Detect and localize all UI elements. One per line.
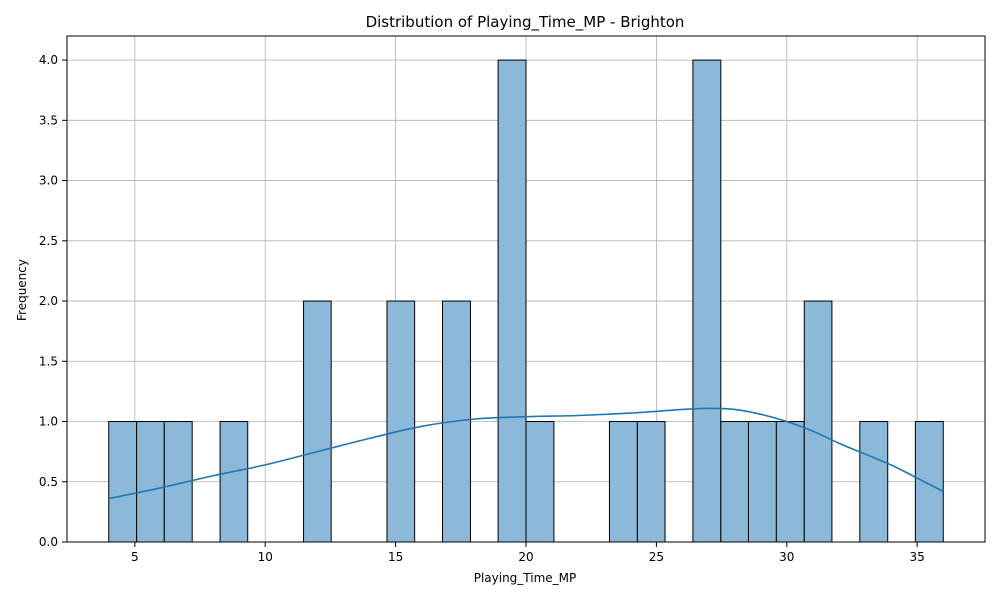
y-tick-label: 2.0 [39, 294, 58, 308]
histogram-bar [608, 421, 638, 543]
y-tick-label: 1.0 [39, 415, 58, 429]
x-tick-label: 25 [649, 550, 664, 564]
histogram-bar [859, 421, 889, 543]
histogram-bar [720, 421, 749, 543]
x-tick-label: 15 [388, 550, 403, 564]
histogram-bar [108, 421, 138, 543]
histogram-bar [303, 300, 332, 543]
x-tick-label: 10 [258, 550, 273, 564]
histogram-bar [747, 421, 777, 543]
y-tick-label: 3.0 [39, 174, 58, 188]
x-tick-label: 35 [910, 550, 925, 564]
histogram-bar [914, 421, 944, 543]
y-tick-label: 4.0 [39, 53, 58, 67]
histogram-bar [497, 59, 527, 543]
kde-curve [108, 407, 944, 500]
y-axis-label: Frequency [15, 259, 29, 321]
chart-title: Distribution of Playing_Time_MP - Bright… [366, 13, 685, 32]
histogram-bar [692, 59, 722, 543]
histogram-bar [219, 421, 249, 543]
x-tick-label: 30 [779, 550, 794, 564]
histogram-bar [136, 421, 165, 543]
y-tick-label: 0.0 [39, 535, 58, 549]
x-axis-ticks: 5 10 15 20 25 30 35 [131, 542, 925, 564]
y-axis-ticks: 0.0 0.5 1.0 1.5 2.0 2.5 3.0 3.5 4.0 [39, 53, 67, 549]
histogram-bar [636, 421, 666, 543]
y-tick-label: 2.5 [39, 234, 58, 248]
y-tick-label: 3.5 [39, 113, 58, 127]
histogram-bars [108, 59, 944, 543]
histogram-bar [386, 300, 416, 543]
x-tick-label: 20 [518, 550, 533, 564]
y-tick-label: 0.5 [39, 475, 58, 489]
histogram-bar [775, 421, 805, 543]
y-tick-label: 1.5 [39, 354, 58, 368]
histogram-bar [803, 300, 833, 543]
x-axis-label: Playing_Time_MP [474, 571, 577, 585]
x-tick-label: 5 [131, 550, 139, 564]
histogram-bar [525, 421, 555, 543]
